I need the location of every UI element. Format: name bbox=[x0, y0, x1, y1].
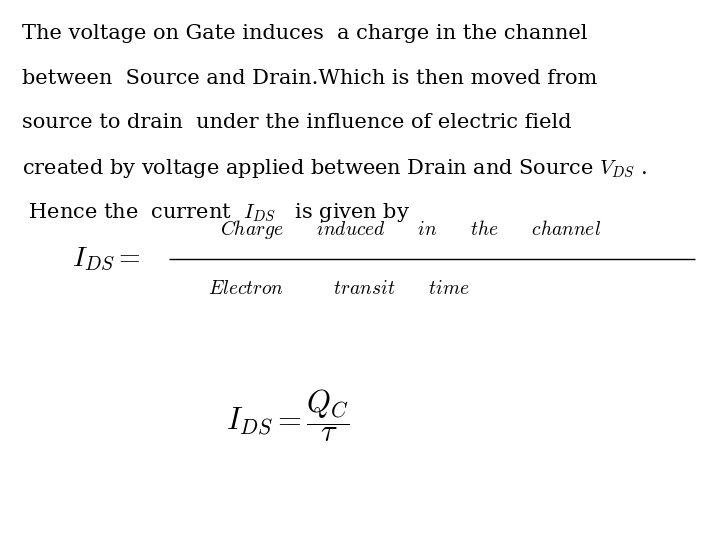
Text: $I_{DS} =$: $I_{DS} =$ bbox=[72, 246, 141, 273]
Text: created by voltage applied between Drain and Source $V_{DS}$ .: created by voltage applied between Drain… bbox=[22, 157, 647, 180]
Text: between  Source and Drain.Which is then moved from: between Source and Drain.Which is then m… bbox=[22, 69, 597, 87]
Text: $\mathit{Electron} \quad\quad\quad \mathit{transit} \quad\quad \mathit{time}$: $\mathit{Electron} \quad\quad\quad \math… bbox=[207, 280, 469, 298]
Text: source to drain  under the influence of electric field: source to drain under the influence of e… bbox=[22, 113, 571, 132]
Text: The voltage on Gate induces  a charge in the channel: The voltage on Gate induces a charge in … bbox=[22, 24, 587, 43]
Text: Hence the  current  $I_{DS}$   is given by: Hence the current $I_{DS}$ is given by bbox=[22, 201, 410, 225]
Text: $\mathit{Charge} \quad\quad \mathit{induced} \quad\quad \mathit{in} \quad\quad \: $\mathit{Charge} \quad\quad \mathit{indu… bbox=[220, 218, 601, 241]
Text: $I_{DS} = \dfrac{Q_C}{\tau}$: $I_{DS} = \dfrac{Q_C}{\tau}$ bbox=[226, 388, 350, 444]
